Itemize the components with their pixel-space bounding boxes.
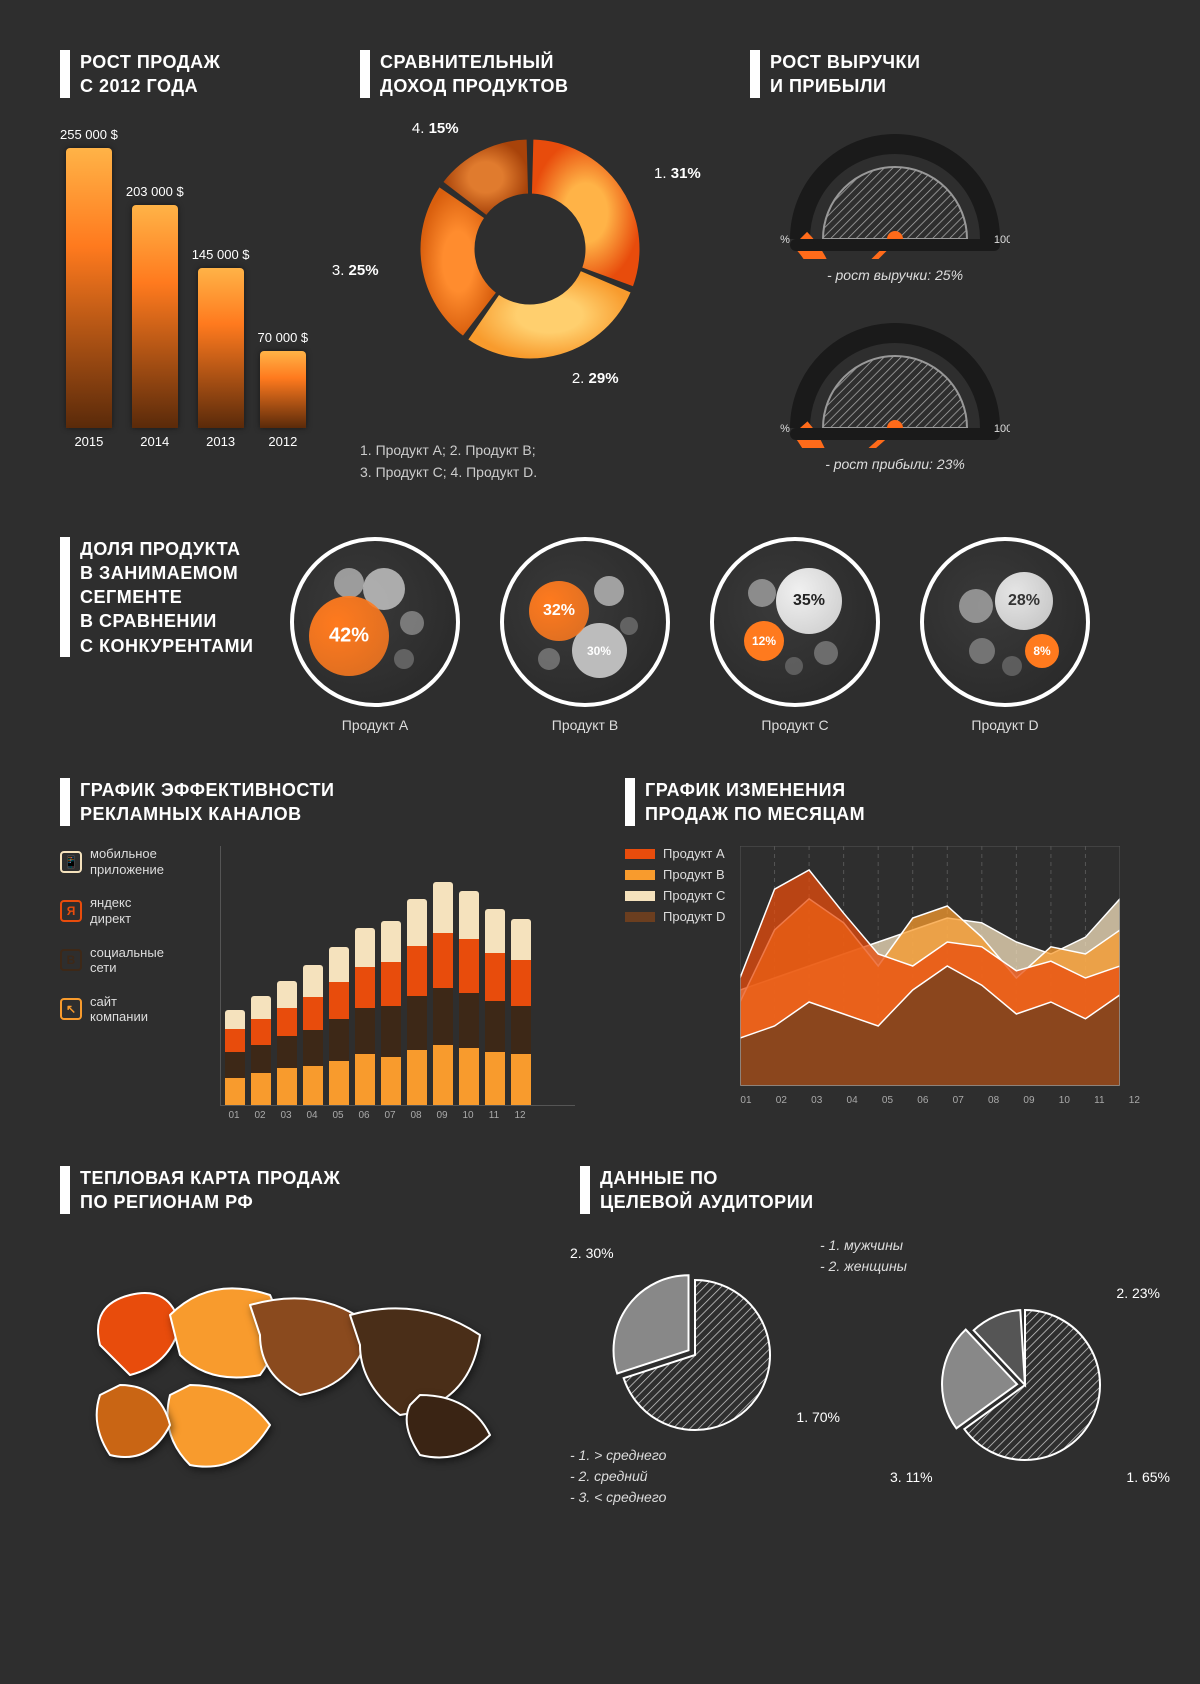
- stacked-bar-08: [407, 899, 427, 1105]
- stacked-bar-05: [329, 947, 349, 1105]
- heatmap-russia: [60, 1235, 500, 1495]
- sales-bar-2014: 203 000 $ 2014: [126, 184, 184, 449]
- sales-growth-chart: 255 000 $ 2015203 000 $ 2014145 000 $ 20…: [60, 119, 310, 449]
- gauge-profit-caption: - рост прибыли: 23%: [750, 456, 1040, 472]
- stacked-bar-10: [459, 891, 479, 1105]
- sales-growth-title: РОСТ ПРОДАЖ С 2012 ГОДА: [60, 50, 330, 99]
- stacked-bar-01: [225, 1010, 245, 1105]
- donut-legend: 1. Продукт А; 2. Продукт В; 3. Продукт С…: [360, 439, 720, 484]
- audience-title: ДАННЫЕ ПО ЦЕЛЕВОЙ АУДИТОРИИ: [580, 1166, 1140, 1215]
- donut-slice-1: [531, 139, 640, 287]
- stacked-title: ГРАФИК ЭФФЕКТИВНОСТИ РЕКЛАМНЫХ КАНАЛОВ: [60, 778, 575, 827]
- gauges-title: РОСТ ВЫРУЧКИ И ПРИБЫЛИ: [750, 50, 1040, 99]
- gauge-revenue-caption: - рост выручки: 25%: [750, 267, 1040, 283]
- donut-label-3: 3. 25%: [332, 262, 379, 279]
- stacked-bar-07: [381, 921, 401, 1106]
- stacked-legend: 📱мобильное приложениеЯяндекс директВсоци…: [60, 846, 200, 1106]
- donut-label-2: 2. 29%: [572, 370, 619, 387]
- stacked-bar-11: [485, 909, 505, 1106]
- area-title: ГРАФИК ИЗМЕНЕНИЯ ПРОДАЖ ПО МЕСЯЦАМ: [625, 778, 1140, 827]
- stacked-bar-03: [277, 981, 297, 1106]
- sales-bar-2015: 255 000 $ 2015: [60, 127, 118, 449]
- bubble-1: 30% 32%Продукт В: [500, 537, 670, 733]
- donut-label-1: 1. 31%: [654, 165, 701, 182]
- area-chart: [740, 846, 1120, 1086]
- gauge-revenue: 0%20%40%60%80%100%: [780, 119, 1010, 259]
- stacked-bar-02: [251, 996, 271, 1105]
- bubble-0: 42%Продукт А: [290, 537, 460, 733]
- map-region-6: [407, 1395, 490, 1458]
- stacked-chart: [220, 846, 575, 1106]
- donut-slice-2: [468, 270, 631, 358]
- svg-text:100%: 100%: [994, 234, 1010, 246]
- area-legend: Продукт АПродукт ВПродукт СПродукт D: [625, 846, 725, 1106]
- donut-title: СРАВНИТЕЛЬНЫЙ ДОХОД ПРОДУКТОВ: [360, 50, 720, 99]
- svg-text:0%: 0%: [780, 423, 790, 435]
- sales-bar-2012: 70 000 $ 2012: [258, 330, 309, 449]
- svg-text:0%: 0%: [780, 234, 790, 246]
- svg-text:100%: 100%: [994, 423, 1010, 435]
- pie-slice: [614, 1275, 689, 1373]
- gauge-profit: 0%20%40%60%80%100%: [780, 308, 1010, 448]
- map-region-5: [97, 1385, 170, 1457]
- bubble-2: 12% 35%Продукт С: [710, 537, 880, 733]
- stacked-bar-12: [511, 919, 531, 1105]
- sales-bar-2013: 145 000 $ 2013: [192, 247, 250, 448]
- stacked-bar-06: [355, 928, 375, 1105]
- audience-pies: 2. 30% 1. 70% - 1. мужчины - 2. женщины …: [580, 1235, 1140, 1515]
- donut-label-4: 4. 15%: [412, 120, 459, 137]
- map-region-0: [98, 1293, 180, 1375]
- bubble-3: 8% 28%Продукт D: [920, 537, 1090, 733]
- heatmap-title: ТЕПЛОВАЯ КАРТА ПРОДАЖ ПО РЕГИОНАМ РФ: [60, 1166, 520, 1215]
- map-region-4: [168, 1385, 271, 1467]
- stacked-bar-09: [433, 882, 453, 1105]
- map-region-2: [250, 1298, 370, 1395]
- stacked-bar-04: [303, 965, 323, 1105]
- bubbles-title: ДОЛЯ ПРОДУКТА В ЗАНИМАЕМОМ СЕГМЕНТЕ В СР…: [60, 537, 260, 658]
- donut-chart: 1. 31%2. 29%3. 25%4. 15%: [360, 119, 700, 429]
